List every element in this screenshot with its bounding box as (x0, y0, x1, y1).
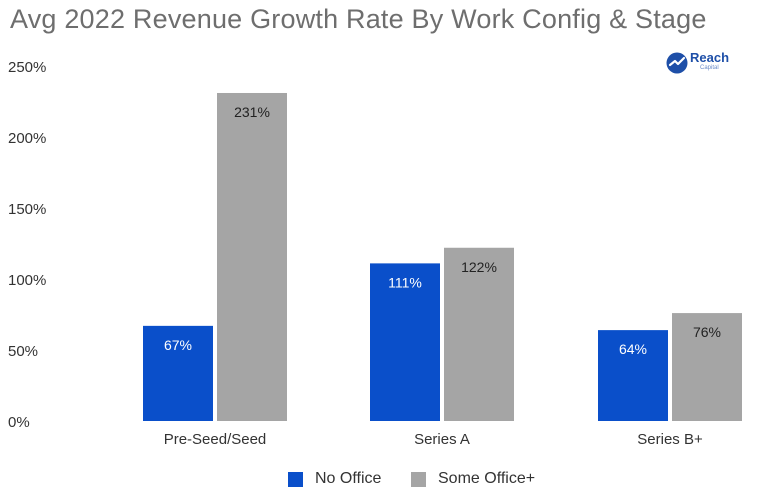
logo-subtitle: Capital (700, 65, 719, 71)
bar-data-label: 111% (388, 274, 422, 290)
chart-title: Avg 2022 Revenue Growth Rate By Work Con… (10, 4, 707, 34)
y-tick-label: 0% (8, 414, 30, 431)
bar-chart: 0% 50% 100% 150% 200% 250% 67% 111% 64% 231% 122% 7… (8, 59, 742, 448)
bar-no-office (598, 330, 668, 421)
bar-some-office (444, 247, 514, 421)
bar-some-office (672, 313, 742, 421)
bar-some-office (217, 92, 287, 421)
bar-data-label: 76% (693, 324, 721, 340)
logo-name: Reach (690, 50, 730, 65)
x-category-label: Series B+ (637, 431, 703, 448)
y-tick-label: 50% (8, 343, 38, 360)
legend-item-no-office: No Office (288, 468, 381, 490)
reach-capital-logo: Reach Capital (666, 50, 746, 76)
bar-data-label: 122% (461, 259, 497, 275)
x-category-label: Pre-Seed/Seed (164, 431, 267, 448)
legend-item-some-office: Some Office+ (411, 468, 535, 490)
reach-capital-logo-icon (666, 52, 688, 74)
y-tick-label: 250% (8, 59, 46, 76)
legend-swatch-no-office (288, 471, 303, 487)
legend-label-no-office: No Office (315, 470, 382, 487)
bar-data-label: 231% (234, 104, 270, 120)
chart-legend: No Office Some Office+ (0, 468, 768, 490)
y-tick-label: 100% (8, 272, 46, 289)
bar-data-label: 67% (164, 337, 192, 353)
x-category-label: Series A (414, 431, 470, 448)
y-tick-label: 200% (8, 130, 46, 147)
legend-label-some-office: Some Office+ (438, 470, 536, 487)
bar-no-office (143, 325, 213, 421)
bar-data-label: 64% (619, 341, 647, 357)
y-tick-label: 150% (8, 201, 46, 218)
legend-swatch-some-office (411, 471, 426, 487)
bar-no-office (370, 263, 440, 421)
